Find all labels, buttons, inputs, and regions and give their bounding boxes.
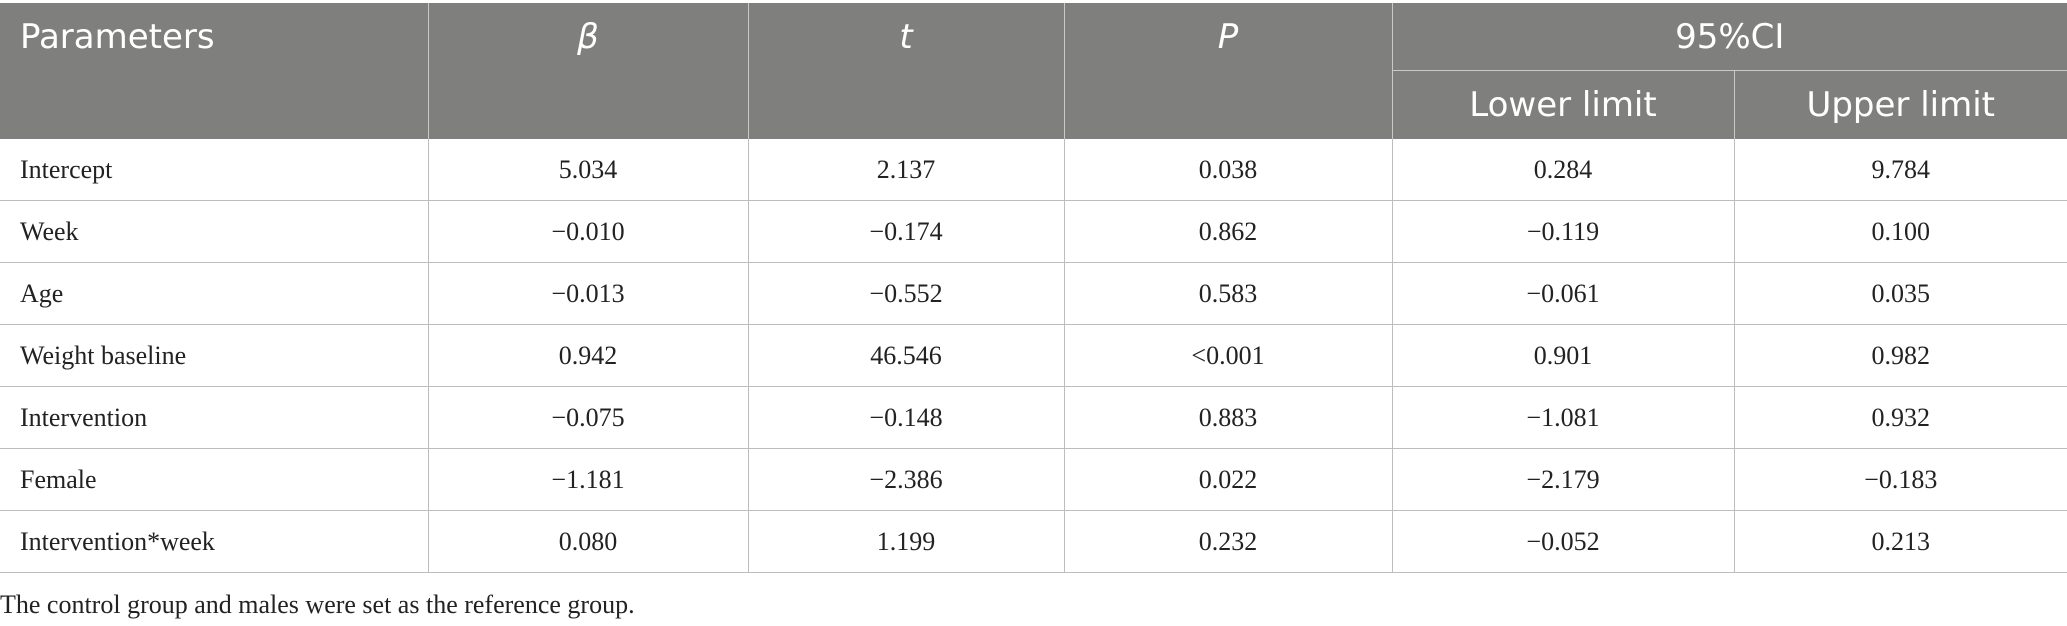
header-95ci: 95%CI (1392, 3, 2067, 71)
cell-lower: −0.119 (1392, 200, 1735, 263)
cell-p: 0.232 (1064, 510, 1393, 573)
table-body: Intercept 5.034 2.137 0.038 0.284 9.784 … (0, 139, 2067, 573)
table-row: Week −0.010 −0.174 0.862 −0.119 0.100 (0, 200, 2067, 263)
table-row: Intervention −0.075 −0.148 0.883 −1.081 … (0, 386, 2067, 449)
cell-p: 0.038 (1064, 139, 1393, 201)
header-t: t (748, 3, 1065, 139)
table-row: Age −0.013 −0.552 0.583 −0.061 0.035 (0, 262, 2067, 325)
table-footnote: The control group and males were set as … (0, 590, 635, 619)
cell-t: −0.174 (748, 200, 1065, 263)
header-upper-limit: Upper limit (1734, 70, 2067, 139)
cell-beta: −0.075 (428, 386, 749, 449)
header-beta: β (428, 3, 749, 139)
row-label: Age (0, 262, 429, 325)
cell-beta: 0.942 (428, 324, 749, 387)
cell-lower: 0.284 (1392, 139, 1735, 201)
cell-lower: −1.081 (1392, 386, 1735, 449)
cell-upper: 9.784 (1734, 139, 2067, 201)
cell-p: 0.883 (1064, 386, 1393, 449)
row-label: Female (0, 448, 429, 511)
table-row: Female −1.181 −2.386 0.022 −2.179 −0.183 (0, 448, 2067, 511)
cell-beta: 5.034 (428, 139, 749, 201)
cell-beta: −0.013 (428, 262, 749, 325)
cell-upper: −0.183 (1734, 448, 2067, 511)
table-row: Intercept 5.034 2.137 0.038 0.284 9.784 (0, 139, 2067, 201)
regression-table-container: Parameters β t P 95%CI Lower limit Upper… (0, 3, 2067, 573)
cell-p: <0.001 (1064, 324, 1393, 387)
cell-upper: 0.982 (1734, 324, 2067, 387)
cell-lower: −0.061 (1392, 262, 1735, 325)
cell-p: 0.583 (1064, 262, 1393, 325)
cell-upper: 0.035 (1734, 262, 2067, 325)
row-label: Intervention*week (0, 510, 429, 573)
row-label: Intercept (0, 139, 429, 201)
cell-upper: 0.932 (1734, 386, 2067, 449)
cell-beta: 0.080 (428, 510, 749, 573)
cell-lower: 0.901 (1392, 324, 1735, 387)
cell-lower: −0.052 (1392, 510, 1735, 573)
regression-table: Parameters β t P 95%CI Lower limit Upper… (0, 3, 2067, 573)
cell-t: −0.552 (748, 262, 1065, 325)
header-lower-limit: Lower limit (1392, 70, 1735, 139)
cell-t: 1.199 (748, 510, 1065, 573)
table-row: Intervention*week 0.080 1.199 0.232 −0.0… (0, 510, 2067, 573)
cell-beta: −1.181 (428, 448, 749, 511)
cell-t: 46.546 (748, 324, 1065, 387)
cell-p: 0.022 (1064, 448, 1393, 511)
cell-upper: 0.213 (1734, 510, 2067, 573)
row-label: Intervention (0, 386, 429, 449)
header-p: P (1064, 3, 1393, 139)
table-row: Weight baseline 0.942 46.546 <0.001 0.90… (0, 324, 2067, 387)
cell-beta: −0.010 (428, 200, 749, 263)
row-label: Week (0, 200, 429, 263)
cell-p: 0.862 (1064, 200, 1393, 263)
row-label: Weight baseline (0, 324, 429, 387)
cell-t: 2.137 (748, 139, 1065, 201)
cell-lower: −2.179 (1392, 448, 1735, 511)
table-header: Parameters β t P 95%CI Lower limit Upper… (0, 3, 2067, 139)
header-parameters: Parameters (0, 3, 429, 139)
cell-t: −0.148 (748, 386, 1065, 449)
cell-upper: 0.100 (1734, 200, 2067, 263)
cell-t: −2.386 (748, 448, 1065, 511)
